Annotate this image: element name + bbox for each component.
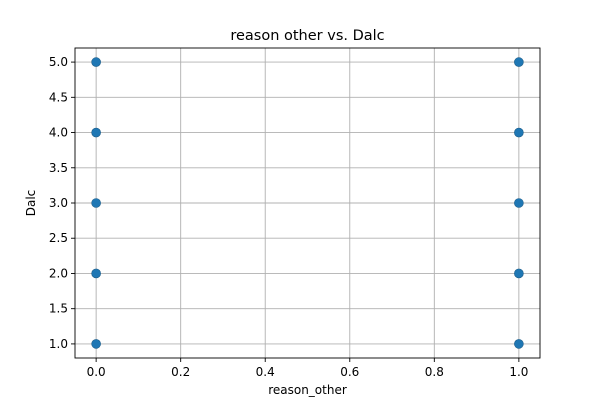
scatter-point bbox=[514, 268, 524, 279]
scatter-point bbox=[91, 339, 101, 349]
scatter-point bbox=[91, 268, 101, 279]
scatter-point bbox=[91, 198, 101, 208]
y-tick-label: 5.0 bbox=[49, 55, 68, 69]
x-axis-label: reason_other bbox=[268, 383, 347, 397]
y-tick-label: 2.0 bbox=[49, 266, 68, 280]
scatter-point bbox=[91, 57, 101, 67]
y-tick-label: 3.0 bbox=[49, 196, 68, 210]
chart-title: reason other vs. Dalc bbox=[230, 28, 384, 44]
x-tick-label: 0.6 bbox=[340, 365, 359, 379]
y-tick-label: 2.5 bbox=[49, 231, 68, 245]
scatter-point bbox=[91, 127, 101, 138]
x-tick-label: 0.8 bbox=[425, 365, 444, 379]
x-tick-label: 0.4 bbox=[256, 365, 275, 379]
scatter-point bbox=[514, 57, 524, 67]
scatter-point bbox=[514, 127, 524, 138]
x-tick-label: 0.0 bbox=[87, 365, 106, 379]
scatter-point bbox=[514, 339, 524, 349]
y-axis-ticks: 1.0 1.5 2.0 2.5 3.0 3.5 4.0 4.5 5.0 bbox=[49, 55, 75, 351]
scatter-point bbox=[514, 198, 524, 208]
x-tick-label: 0.2 bbox=[171, 365, 190, 379]
y-tick-label: 4.5 bbox=[49, 90, 68, 104]
y-tick-label: 4.0 bbox=[49, 126, 68, 140]
y-tick-label: 3.5 bbox=[49, 161, 68, 175]
y-tick-label: 1.5 bbox=[49, 302, 68, 316]
y-tick-label: 1.0 bbox=[49, 337, 68, 351]
x-tick-label: 1.0 bbox=[509, 365, 528, 379]
data-points bbox=[91, 57, 524, 349]
y-axis-label: Dalc bbox=[24, 190, 38, 217]
x-axis-ticks: 0.0 0.2 0.4 0.6 0.8 1.0 bbox=[87, 358, 528, 379]
